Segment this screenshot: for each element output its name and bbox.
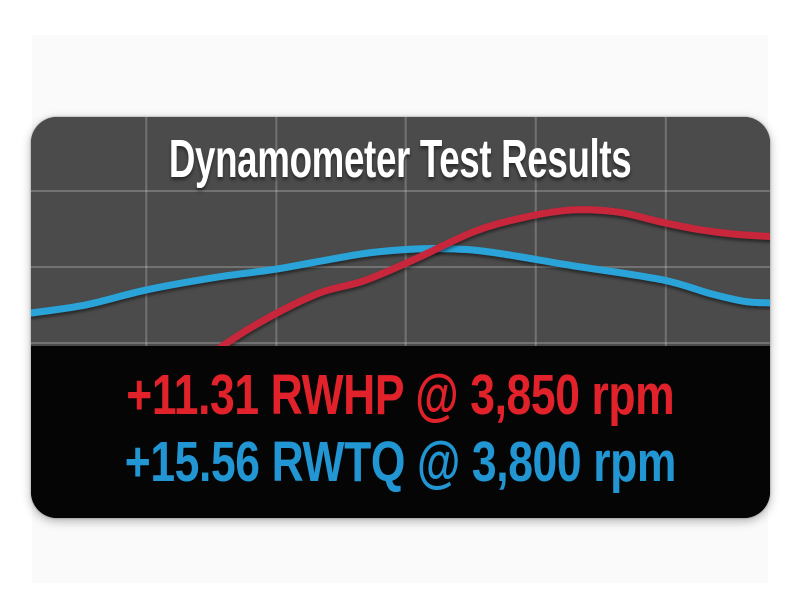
rwhp-curve xyxy=(216,206,770,346)
result-torque-text: +15.56 RWTQ @ 3,800 rpm xyxy=(124,430,677,494)
result-horsepower-text: +11.31 RWHP @ 3,850 rpm xyxy=(126,363,675,427)
dyno-results-card: Dynamometer Test Results +11.31 RWHP @ 3… xyxy=(31,117,770,518)
result-line-torque: +15.56 RWTQ @ 3,800 rpm xyxy=(47,434,754,491)
chart-title: Dynamometer Test Results xyxy=(31,132,770,186)
results-panel: +11.31 RWHP @ 3,850 rpm +15.56 RWTQ @ 3,… xyxy=(31,346,770,518)
chart-title-text: Dynamometer Test Results xyxy=(169,129,632,189)
dyno-chart-svg xyxy=(31,117,770,346)
result-line-horsepower: +11.31 RWHP @ 3,850 rpm xyxy=(49,367,752,424)
dyno-chart-area: Dynamometer Test Results xyxy=(31,117,770,346)
rwtq-curve xyxy=(31,244,770,317)
